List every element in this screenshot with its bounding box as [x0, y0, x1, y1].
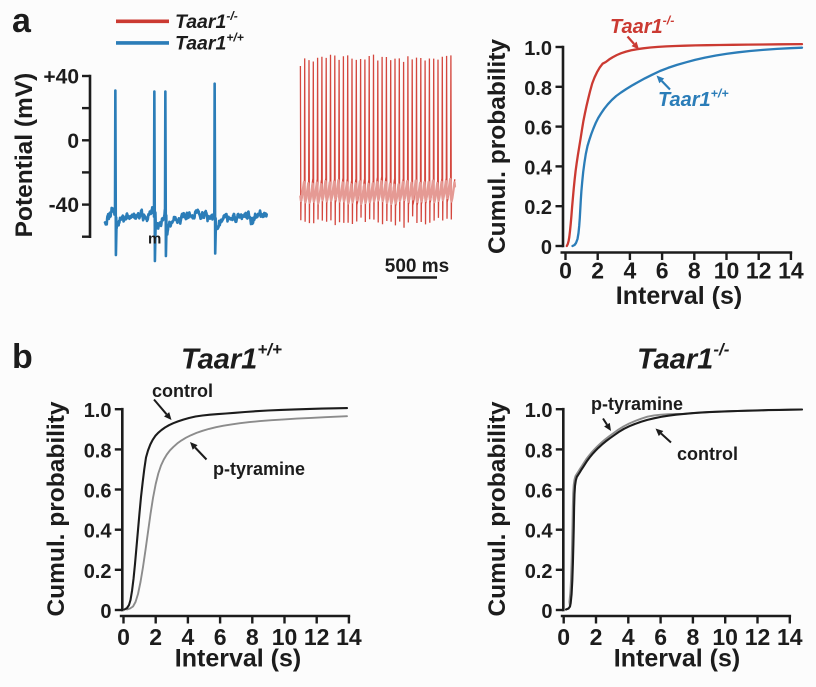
svg-text:+40: +40	[43, 66, 79, 89]
svg-text:0.8: 0.8	[524, 78, 552, 100]
svg-text:0: 0	[557, 624, 570, 650]
svg-text:p-tyramine: p-tyramine	[591, 394, 683, 414]
svg-text:8: 8	[688, 258, 701, 284]
svg-text:m: m	[148, 231, 161, 248]
svg-text:0.6: 0.6	[524, 118, 552, 140]
svg-text:control: control	[677, 444, 738, 464]
svg-text:0: 0	[100, 601, 111, 623]
svg-text:6: 6	[656, 258, 669, 284]
svg-text:0.2: 0.2	[525, 561, 553, 583]
svg-text:2: 2	[591, 258, 604, 284]
svg-text:12: 12	[304, 624, 330, 650]
svg-text:8: 8	[246, 624, 259, 650]
svg-text:0.6: 0.6	[84, 481, 112, 503]
svg-text:b: b	[12, 338, 33, 376]
svg-text:4: 4	[182, 624, 195, 650]
svg-text:Potential (mV): Potential (mV)	[11, 73, 38, 238]
svg-text:1.0: 1.0	[525, 400, 553, 422]
svg-text:1.0: 1.0	[84, 400, 112, 422]
svg-text:6: 6	[214, 624, 227, 650]
svg-text:0.6: 0.6	[525, 481, 553, 503]
svg-text:0.2: 0.2	[524, 197, 552, 219]
svg-text:12: 12	[745, 624, 771, 650]
svg-text:0: 0	[541, 237, 552, 259]
svg-text:Interval (s): Interval (s)	[175, 645, 301, 673]
svg-text:6: 6	[654, 624, 667, 650]
svg-text:-40: -40	[49, 194, 79, 217]
svg-text:2: 2	[149, 624, 162, 650]
svg-text:control: control	[152, 381, 213, 401]
svg-text:0.8: 0.8	[525, 440, 553, 462]
svg-text:4: 4	[622, 624, 635, 650]
svg-text:0: 0	[117, 624, 130, 650]
svg-text:Interval (s): Interval (s)	[616, 282, 742, 310]
svg-text:Taar1-/-: Taar1-/-	[637, 340, 730, 376]
svg-text:14: 14	[336, 624, 362, 650]
svg-text:Cumul. probability: Cumul. probability	[484, 401, 511, 616]
svg-text:Cumul. probability: Cumul. probability	[484, 39, 511, 254]
svg-text:Cumul. probability: Cumul. probability	[43, 401, 70, 616]
svg-text:0: 0	[541, 601, 552, 623]
svg-text:Interval (s): Interval (s)	[614, 645, 740, 673]
svg-text:14: 14	[777, 624, 803, 650]
svg-text:0: 0	[67, 130, 79, 153]
svg-text:12: 12	[746, 258, 772, 284]
svg-text:8: 8	[687, 624, 700, 650]
svg-text:0.4: 0.4	[84, 521, 113, 543]
svg-text:2: 2	[590, 624, 603, 650]
svg-text:0: 0	[559, 258, 572, 284]
svg-text:0.2: 0.2	[84, 561, 112, 583]
svg-text:p-tyramine: p-tyramine	[213, 459, 305, 479]
svg-text:0.8: 0.8	[84, 440, 112, 462]
svg-text:14: 14	[778, 258, 804, 284]
svg-text:0.4: 0.4	[525, 521, 554, 543]
svg-text:10: 10	[712, 624, 738, 650]
svg-text:1.0: 1.0	[524, 38, 552, 60]
svg-text:4: 4	[624, 258, 637, 284]
svg-text:10: 10	[714, 258, 740, 284]
svg-text:500 ms: 500 ms	[385, 256, 449, 277]
svg-text:0.4: 0.4	[524, 157, 553, 179]
svg-text:10: 10	[272, 624, 298, 650]
svg-text:a: a	[12, 2, 32, 40]
